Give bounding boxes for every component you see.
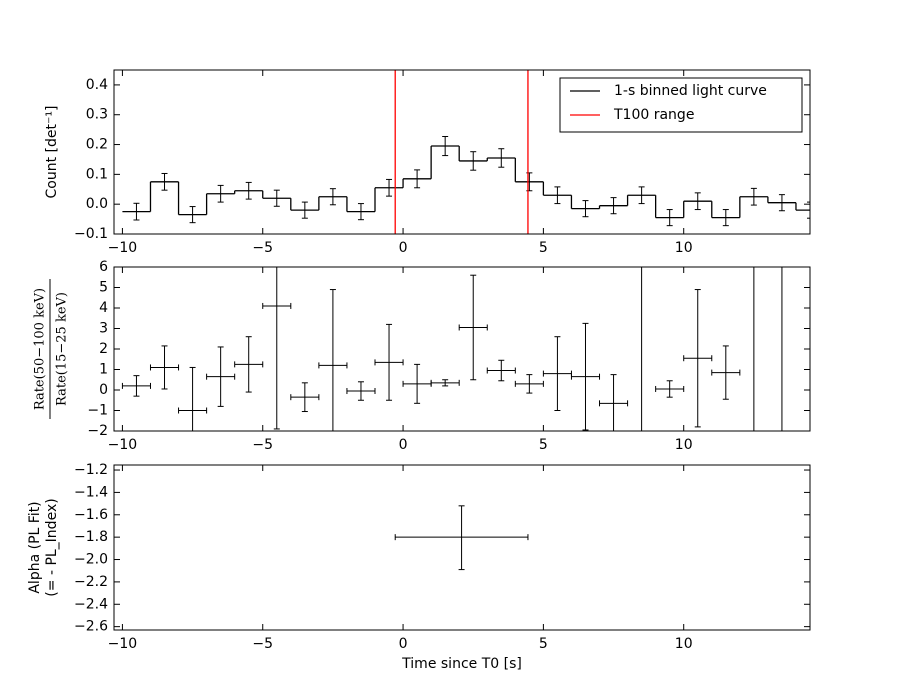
x-tick-label: −5 — [252, 636, 273, 652]
y-axis-label: Alpha (PL Fit) — [27, 501, 43, 593]
y-tick-label: 3 — [99, 321, 108, 337]
y-tick-label: −0.1 — [74, 226, 108, 242]
legend-label: T100 range — [613, 107, 694, 123]
y-tick-label: 0.2 — [86, 137, 108, 153]
y-tick-label: 0.0 — [86, 196, 108, 212]
y-tick-label: 0.3 — [86, 107, 108, 123]
x-tick-label: −10 — [108, 636, 138, 652]
y-tick-label: −2.0 — [74, 552, 108, 568]
y-tick-label: −1.6 — [74, 507, 108, 523]
x-tick-label: 10 — [675, 437, 693, 453]
y-tick-label: 0 — [99, 382, 108, 398]
legend-label: 1-s binned light curve — [614, 83, 767, 99]
x-tick-label: 0 — [399, 636, 408, 652]
y-tick-label: −2.2 — [74, 574, 108, 590]
plot-frame — [113, 464, 811, 631]
y-tick-label: −2 — [87, 423, 108, 439]
y-axis-label: Rate(15−25 keV) — [55, 292, 70, 406]
x-tick-label: 10 — [675, 240, 693, 256]
plot-area — [121, 267, 785, 431]
y-axis-label: (= - PL_Index) — [44, 498, 60, 596]
y-tick-label: 1 — [99, 362, 108, 378]
x-tick-label: 10 — [675, 636, 693, 652]
y-tick-label: −2.4 — [74, 596, 108, 612]
y-tick-label: −1.4 — [74, 484, 108, 500]
y-tick-label: 4 — [99, 300, 108, 316]
y-tick-label: −1 — [87, 403, 108, 419]
y-tick-label: −2.6 — [74, 619, 108, 635]
y-tick-label: 0.1 — [86, 166, 108, 182]
plot-area — [394, 505, 529, 571]
x-tick-label: 5 — [539, 636, 548, 652]
y-axis-label: Rate(50−100 keV) — [33, 288, 48, 410]
x-tick-label: 5 — [539, 437, 548, 453]
x-axis-label: Time since T0 [s] — [401, 656, 522, 672]
x-tick-label: 0 — [399, 240, 408, 256]
x-tick-label: −5 — [252, 240, 273, 256]
plot-frame — [113, 266, 811, 432]
y-axis-label: Count [det⁻¹] — [44, 106, 60, 199]
plot-frame — [113, 69, 811, 235]
x-tick-label: 5 — [539, 240, 548, 256]
x-tick-label: −5 — [252, 437, 273, 453]
plot-area — [122, 70, 810, 234]
x-tick-label: 0 — [399, 437, 408, 453]
y-tick-label: 0.4 — [86, 77, 108, 93]
x-tick-label: −10 — [108, 240, 138, 256]
y-tick-label: 2 — [99, 341, 108, 357]
y-tick-label: 5 — [99, 280, 108, 296]
y-tick-label: 6 — [99, 259, 108, 275]
y-tick-label: −1.2 — [74, 462, 108, 478]
y-tick-label: −1.8 — [74, 529, 108, 545]
legend-box — [559, 77, 803, 133]
x-tick-label: −10 — [108, 437, 138, 453]
